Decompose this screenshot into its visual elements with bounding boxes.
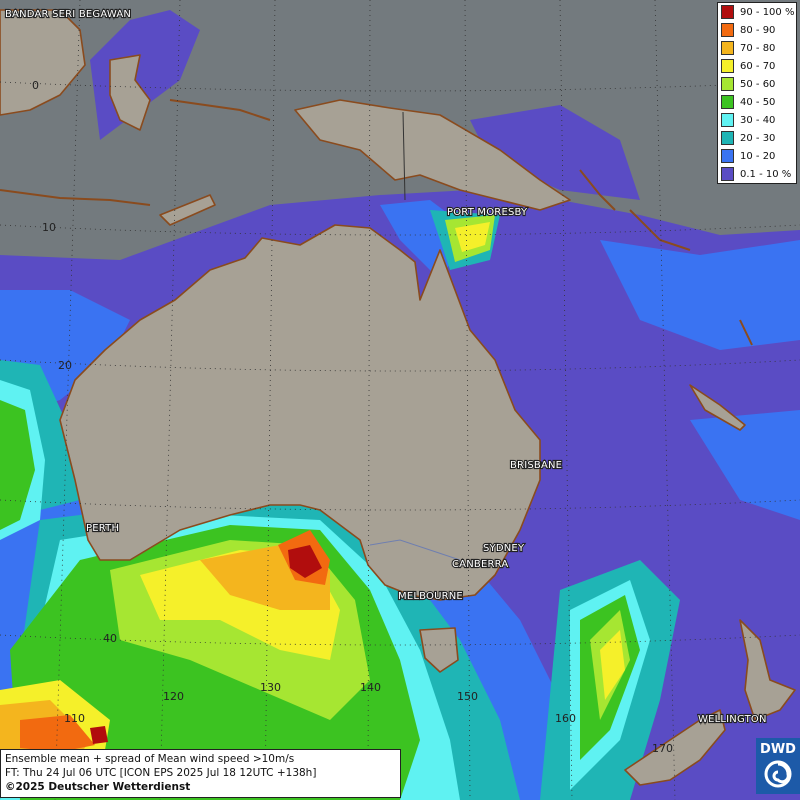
info-copyright: ©2025 Deutscher Wetterdienst — [5, 781, 191, 793]
lon-label-170: 170 — [652, 742, 673, 755]
new-caledonia-landmass — [689, 384, 746, 431]
legend-label: 50 - 60 — [740, 78, 776, 90]
lon-label-110: 110 — [64, 712, 85, 725]
nz-south-island — [624, 709, 726, 786]
legend-row: 60 - 70 — [718, 57, 796, 75]
legend-row: 40 - 50 — [718, 93, 796, 111]
legend-swatch — [721, 41, 734, 55]
city-label-port-moresby: PORT MORESBY — [447, 207, 528, 218]
lon-label-150: 150 — [457, 690, 478, 703]
sulawesi-landmass — [109, 54, 151, 131]
prob-90-100-field — [90, 545, 322, 744]
nz-north-island — [739, 619, 796, 721]
legend-label: 40 - 50 — [740, 96, 776, 108]
info-box: Ensemble mean + spread of Mean wind spee… — [0, 749, 401, 798]
lat-label-0: 0 — [32, 79, 39, 92]
legend-label: 70 - 80 — [740, 42, 776, 54]
legend-swatch — [721, 77, 734, 91]
legend-label: 80 - 90 — [740, 24, 776, 36]
legend-label: 90 - 100 % — [740, 6, 795, 18]
legend-label: 0.1 - 10 % — [740, 168, 792, 180]
landmasses — [0, 9, 796, 786]
timor-landmass — [159, 194, 216, 226]
legend-swatch — [721, 113, 734, 127]
legend-row: 0.1 - 10 % — [718, 165, 796, 183]
legend-swatch — [721, 149, 734, 163]
city-label-perth: PERTH — [86, 523, 119, 534]
legend: 90 - 100 % 80 - 90 70 - 80 60 - 70 50 - 60 40… — [717, 2, 797, 184]
city-markers — [108, 210, 742, 720]
legend-label: 10 - 20 — [740, 150, 776, 162]
city-label-canberra: CANBERRA — [452, 559, 508, 570]
legend-row: 80 - 90 — [718, 21, 796, 39]
city-label-sydney: SYDNEY — [483, 543, 525, 554]
info-title: Ensemble mean + spread of Mean wind spee… — [5, 753, 295, 765]
legend-swatch — [721, 59, 734, 73]
city-label-bandar-seri-begawan: BANDAR SERI BEGAWAN — [5, 9, 131, 20]
lat-label-10: 10 — [42, 221, 56, 234]
legend-label: 60 - 70 — [740, 60, 776, 72]
legend-label: 20 - 30 — [740, 132, 776, 144]
lon-label-120: 120 — [163, 690, 184, 703]
new-guinea-landmass — [294, 99, 571, 211]
lat-label-20: 20 — [58, 359, 72, 372]
info-forecast-time: FT: Thu 24 Jul 06 UTC [ICON EPS 2025 Jul… — [5, 767, 317, 779]
legend-row: 90 - 100 % — [718, 3, 796, 21]
png-border — [402, 111, 406, 201]
city-label-brisbane: BRISBANE — [510, 460, 562, 471]
legend-row: 10 - 20 — [718, 147, 796, 165]
lon-label-130: 130 — [260, 681, 281, 694]
borneo-landmass — [0, 9, 86, 116]
legend-row: 30 - 40 — [718, 111, 796, 129]
legend-swatch — [721, 95, 734, 109]
dwd-logo: DWD — [756, 738, 800, 794]
small-islands — [0, 99, 753, 346]
lon-label-160: 160 — [555, 712, 576, 725]
prob-80-90-field — [20, 530, 330, 752]
legend-row: 70 - 80 — [718, 39, 796, 57]
legend-row: 50 - 60 — [718, 75, 796, 93]
murray-river — [369, 539, 461, 561]
legend-swatch — [721, 23, 734, 37]
city-label-wellington: WELLINGTON — [698, 714, 767, 725]
dwd-logo-text: DWD — [760, 742, 796, 757]
legend-row: 20 - 30 — [718, 129, 796, 147]
legend-swatch — [721, 167, 734, 181]
tasmania-landmass — [419, 627, 459, 673]
weather-swirl-icon — [764, 760, 792, 788]
legend-label: 30 - 40 — [740, 114, 776, 126]
legend-swatch — [721, 131, 734, 145]
city-label-melbourne: MELBOURNE — [398, 591, 463, 602]
legend-swatch — [721, 5, 734, 19]
lon-label-140: 140 — [360, 681, 381, 694]
australia-landmass — [59, 224, 541, 601]
lat-label-40: 40 — [103, 632, 117, 645]
